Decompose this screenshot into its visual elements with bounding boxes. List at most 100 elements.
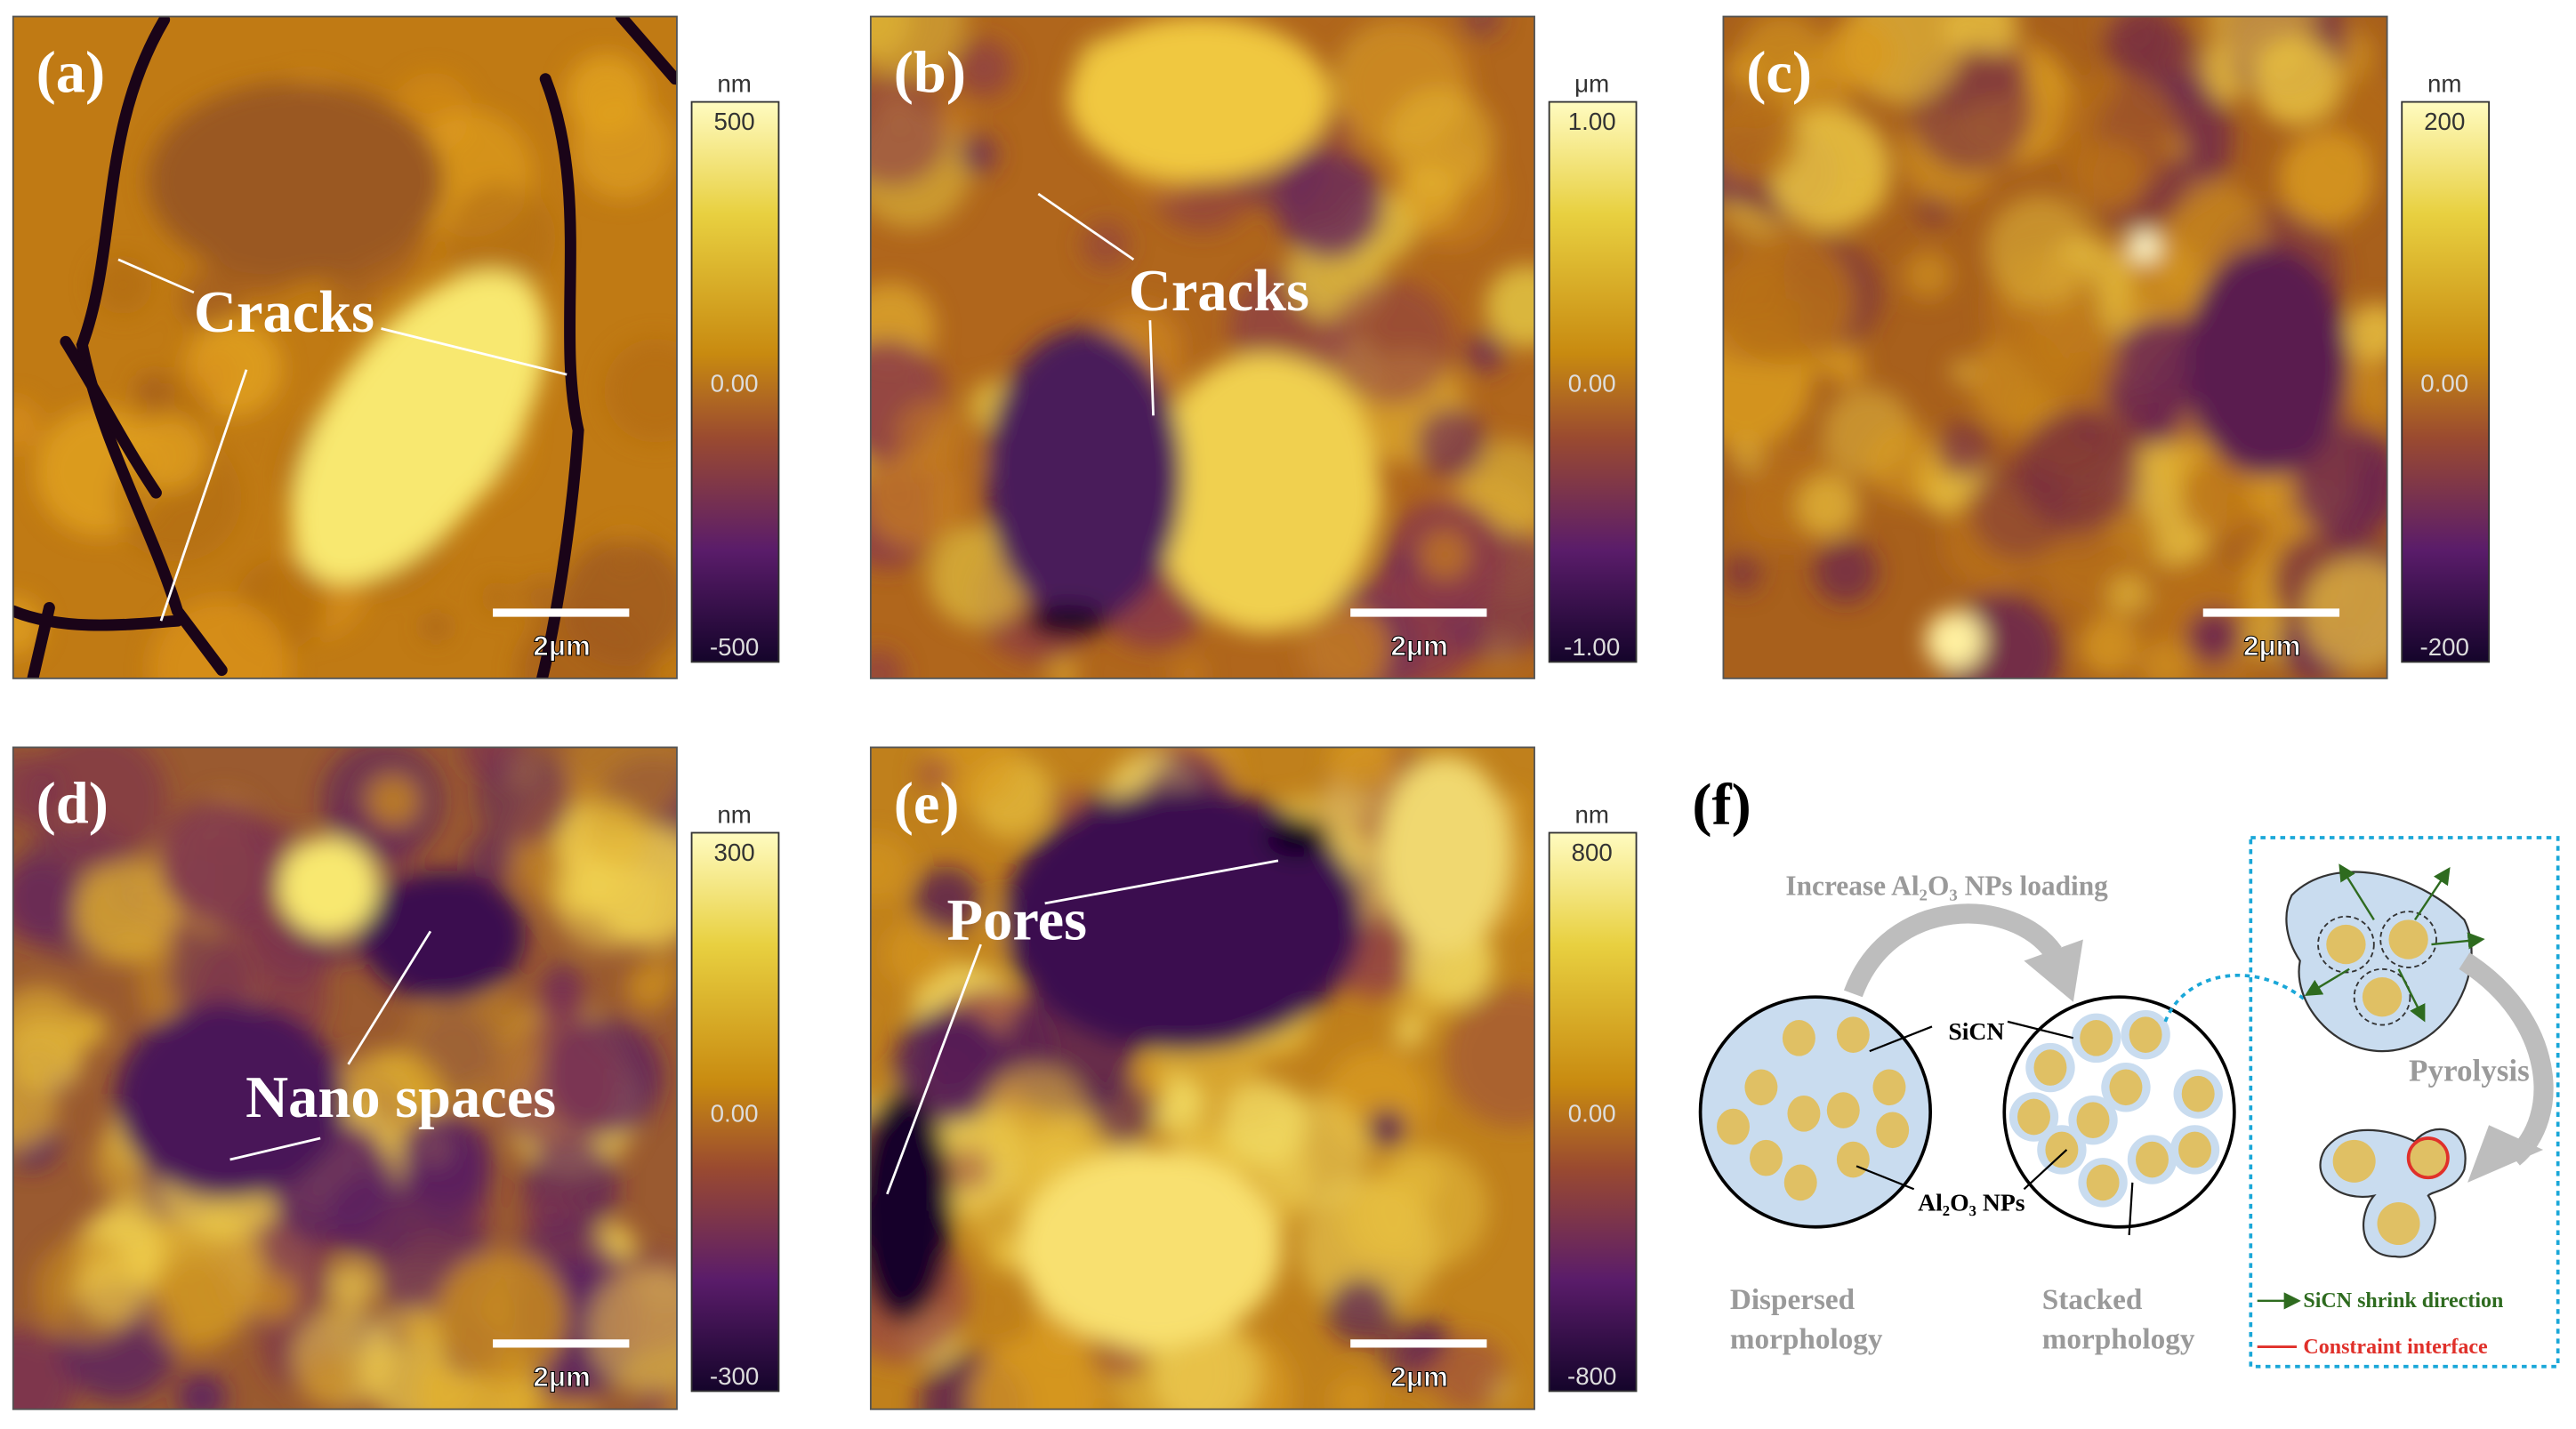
blob bbox=[421, 612, 451, 642]
feature bbox=[1067, 16, 1332, 181]
blob bbox=[1723, 553, 1762, 593]
particle bbox=[1872, 1069, 1906, 1106]
zoom-box bbox=[2249, 836, 2560, 1369]
pyrolysis-arrow-head bbox=[2467, 1125, 2544, 1183]
shrink-arrow bbox=[2339, 863, 2375, 921]
afm-panel: 2μm (c) nm 200 0.00 -200 bbox=[1722, 15, 2491, 679]
blob bbox=[1397, 979, 1447, 1029]
particle bbox=[2178, 1131, 2211, 1168]
colorbar-tick-label: -800 bbox=[1567, 1362, 1616, 1390]
blob bbox=[436, 1251, 568, 1383]
texture bbox=[870, 16, 1535, 678]
colorbar bbox=[690, 100, 780, 663]
colorbar bbox=[1548, 100, 1638, 663]
colorbar-unit: nm bbox=[2427, 70, 2461, 98]
blob bbox=[480, 581, 514, 614]
blob bbox=[1397, 167, 1460, 229]
particle bbox=[2332, 1139, 2376, 1183]
particle bbox=[2129, 1016, 2162, 1053]
blob bbox=[1376, 1319, 1436, 1378]
feature bbox=[1026, 604, 1109, 638]
particle bbox=[1787, 1095, 1821, 1132]
particle bbox=[2406, 1136, 2450, 1180]
blob bbox=[537, 975, 588, 1025]
blob bbox=[1383, 549, 1415, 581]
blob bbox=[2078, 614, 2141, 678]
blob bbox=[954, 39, 1013, 98]
panel-label: (e) bbox=[894, 771, 960, 836]
blob bbox=[946, 1146, 993, 1192]
afm-image bbox=[12, 16, 677, 678]
colorbar-unit: nm bbox=[717, 800, 751, 828]
feature bbox=[1265, 817, 1332, 858]
blob bbox=[1048, 787, 1085, 823]
colorbar-tick-label: 0.00 bbox=[711, 370, 759, 397]
annotation-line bbox=[1148, 320, 1155, 416]
feature bbox=[278, 838, 378, 936]
blob bbox=[1315, 112, 1356, 153]
arrow-text: Increase Al₂O₃ NPs loading bbox=[1785, 871, 2108, 902]
colorbar-unit: nm bbox=[717, 70, 751, 98]
caption: Dispersed bbox=[1730, 1283, 1856, 1316]
blob bbox=[1385, 87, 1495, 197]
scale-bar-label: 2μm bbox=[1390, 1361, 1448, 1393]
colorbar-tick-label: 0.00 bbox=[711, 1100, 759, 1128]
particle bbox=[2388, 919, 2428, 959]
crack bbox=[536, 73, 584, 678]
blob bbox=[517, 606, 653, 678]
image-frame bbox=[1722, 15, 2388, 679]
blob bbox=[1724, 52, 1762, 90]
panel-label: (c) bbox=[1746, 41, 1812, 106]
blob bbox=[1461, 16, 1503, 38]
legend-label: Constraint interface bbox=[2303, 1336, 2488, 1359]
image-frame bbox=[12, 746, 678, 1410]
blob bbox=[988, 1237, 1024, 1272]
feature bbox=[870, 1092, 954, 1322]
blob bbox=[2025, 309, 2120, 405]
afm-panel: 2μm (a) Cracks nm 500 0.00 -500 bbox=[12, 15, 780, 679]
feature bbox=[148, 82, 444, 280]
schematic: (f) Increase Al₂O₃ NPs loading SiCN Al₂O₃ N… bbox=[1692, 773, 2560, 1369]
blob bbox=[12, 985, 87, 1080]
texture bbox=[12, 53, 677, 678]
feature bbox=[291, 269, 547, 584]
annotation: Nano spaces bbox=[246, 1065, 556, 1130]
blob bbox=[1865, 423, 1946, 504]
blob bbox=[603, 338, 677, 443]
blob bbox=[1171, 656, 1208, 678]
feature bbox=[986, 328, 1183, 624]
scale-bar-label: 2μm bbox=[1390, 630, 1448, 662]
dashed-shell bbox=[2317, 915, 2375, 974]
zoom-link bbox=[2163, 974, 2326, 1023]
blob bbox=[149, 1260, 244, 1355]
blob bbox=[1339, 1180, 1421, 1263]
blob bbox=[2293, 429, 2387, 541]
colorbar bbox=[1548, 831, 1638, 1393]
leader bbox=[1856, 1165, 1915, 1191]
blob bbox=[913, 865, 981, 935]
colorbar-tick-label: 0.00 bbox=[1568, 1100, 1616, 1128]
blob bbox=[299, 1353, 354, 1409]
blob bbox=[186, 349, 237, 400]
blob bbox=[72, 1011, 108, 1048]
blob bbox=[563, 747, 677, 826]
afm-image bbox=[870, 16, 1535, 678]
panel-label: (b) bbox=[894, 41, 966, 106]
colorbar-tick-label: 200 bbox=[2424, 108, 2465, 135]
blob bbox=[1723, 231, 1855, 365]
colorbar-tick-label: -200 bbox=[2420, 633, 2469, 661]
blob bbox=[1445, 986, 1535, 1128]
blob bbox=[74, 860, 178, 964]
blob bbox=[2104, 16, 2179, 77]
annotation: Pores bbox=[946, 888, 1087, 953]
blob bbox=[1500, 792, 1529, 822]
annotation-line bbox=[117, 258, 195, 294]
blob bbox=[563, 869, 609, 915]
annotation-line bbox=[1037, 192, 1135, 261]
particle bbox=[2033, 1049, 2067, 1086]
particle bbox=[2377, 1202, 2420, 1246]
blob bbox=[870, 74, 950, 188]
feature bbox=[2127, 229, 2161, 263]
caption: morphology bbox=[1730, 1322, 1883, 1355]
